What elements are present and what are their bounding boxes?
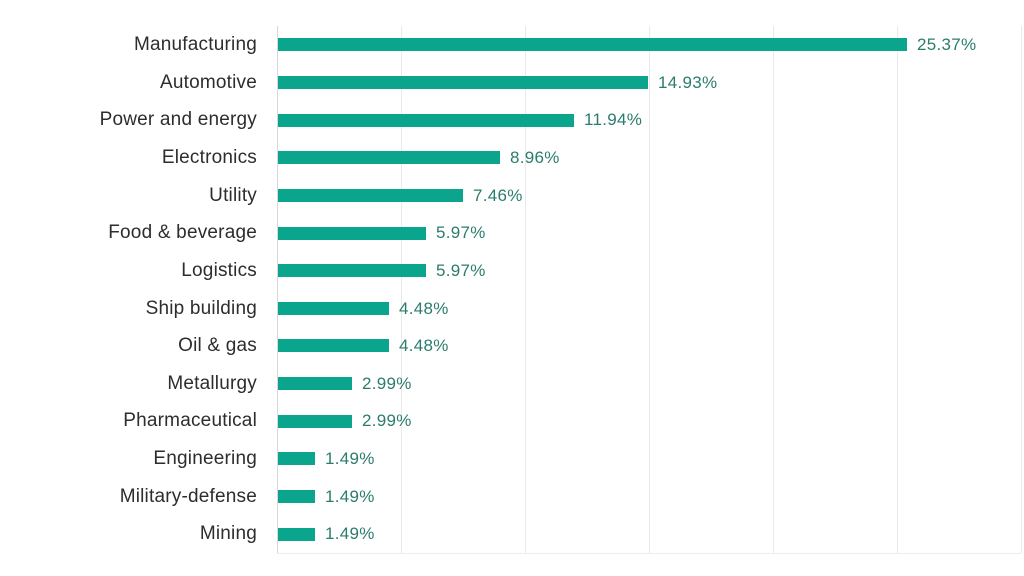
gridline: [773, 26, 774, 553]
gridline: [525, 26, 526, 553]
bar: [278, 264, 426, 278]
bar: [278, 151, 500, 165]
chart-row: Logistics 5.97%: [0, 252, 1024, 290]
gridline: [897, 26, 898, 553]
chart-row: Metallurgy 2.99%: [0, 365, 1024, 403]
chart-row: Electronics 8.96%: [0, 139, 1024, 177]
chart-row: Power and energy 11.94%: [0, 101, 1024, 139]
bar: [278, 75, 648, 89]
category-label: Engineering: [153, 448, 257, 470]
value-label: 1.49%: [325, 449, 375, 469]
value-label: 14.93%: [658, 72, 718, 92]
chart-row: Pharmaceutical 2.99%: [0, 402, 1024, 440]
category-label: Logistics: [181, 259, 257, 281]
chart-row: Food & beverage 5.97%: [0, 214, 1024, 252]
value-label: 2.99%: [362, 411, 412, 431]
value-label: 4.48%: [399, 298, 449, 318]
value-label: 4.48%: [399, 336, 449, 356]
bar: [278, 188, 463, 202]
chart-row: Automotive 14.93%: [0, 64, 1024, 102]
value-label: 2.99%: [362, 373, 412, 393]
category-label: Pharmaceutical: [123, 410, 257, 432]
value-label: 5.97%: [436, 260, 486, 280]
bar: [278, 452, 315, 466]
bar: [278, 113, 574, 127]
category-label: Oil & gas: [178, 335, 257, 357]
bar: [278, 527, 315, 541]
category-label: Automotive: [159, 71, 257, 93]
value-label: 1.49%: [325, 486, 375, 506]
chart-row: Ship building 4.48%: [0, 290, 1024, 328]
plot-area: [277, 26, 1022, 554]
bar: [278, 226, 426, 240]
category-label: Utility: [209, 184, 257, 206]
chart-row: Manufacturing 25.37%: [0, 26, 1024, 64]
bar: [278, 301, 389, 315]
bar: [278, 38, 907, 52]
y-axis-line: [277, 26, 278, 553]
chart-row: Mining 1.49%: [0, 515, 1024, 553]
category-label: Power and energy: [99, 109, 257, 131]
category-label: Military-defense: [119, 485, 257, 507]
chart-row: Engineering 1.49%: [0, 440, 1024, 478]
bar: [278, 339, 389, 353]
value-label: 1.49%: [325, 524, 375, 544]
bar: [278, 490, 315, 504]
category-label: Ship building: [145, 297, 257, 319]
gridline: [1021, 26, 1022, 553]
category-label: Mining: [199, 523, 257, 545]
value-label: 25.37%: [917, 35, 977, 54]
chart-row: Utility 7.46%: [0, 177, 1024, 215]
value-label: 11.94%: [584, 110, 643, 130]
category-label: Metallurgy: [167, 372, 257, 394]
bar: [278, 377, 352, 391]
value-label: 5.97%: [436, 223, 486, 243]
value-label: 8.96%: [510, 147, 560, 167]
gridline: [401, 26, 402, 553]
chart-row: Military-defense 1.49%: [0, 478, 1024, 516]
value-label: 7.46%: [473, 185, 523, 205]
category-label: Manufacturing: [133, 34, 257, 55]
gridline: [649, 26, 650, 553]
chart-row: Oil & gas 4.48%: [0, 327, 1024, 365]
bar: [278, 414, 352, 428]
category-label: Food & beverage: [108, 222, 257, 244]
category-label: Electronics: [161, 146, 257, 168]
